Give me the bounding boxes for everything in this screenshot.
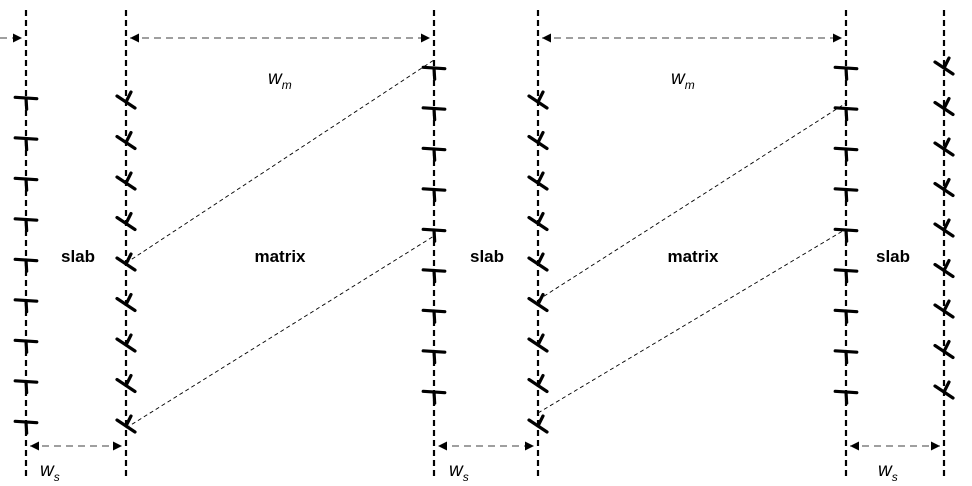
w-m-arrow-left-2 [542,33,551,43]
w-s-label-3: ws [878,460,898,484]
glide-line-1 [125,59,435,264]
dislocation-1-5 [13,257,39,273]
dislocation-2-5 [115,252,137,272]
region-labels: slab matrix slab matrix slab [61,247,910,266]
dislocation-2-7 [115,333,137,353]
dislocation-1-9 [13,419,39,435]
dislocation-4-7 [527,333,549,353]
dislocation-3-6 [421,268,447,284]
dislocation-4-8 [527,373,549,394]
dislocation-6-6 [933,258,955,279]
w-m-arrow-left-1 [130,33,139,43]
region-label-matrix-1: matrix [254,247,306,266]
dislocation-5-3 [833,146,859,162]
dislocation-1-8 [13,379,39,395]
dislocation-3-5 [421,227,447,243]
dislocation-3-7 [421,308,447,324]
width-dimensions [0,33,940,451]
edge-arrow-right [13,33,22,43]
dislocation-6-2 [933,96,955,117]
dislocation-3-9 [421,389,447,405]
w-s-arrow-right-2 [525,441,534,451]
dislocation-2-8 [115,373,137,394]
w-s-label-1: ws [40,460,60,484]
dislocation-6-4 [933,177,955,198]
dislocation-arrays [13,56,955,435]
interface-boundaries [24,10,946,478]
dislocation-2-6 [115,292,137,313]
dislocation-5-9 [833,389,859,405]
dislocation-3-2 [421,106,447,122]
dislocation-5-7 [833,308,859,324]
dislocation-4-9 [527,414,549,434]
dislocation-5-2 [833,106,859,122]
dislocation-1-2 [13,136,39,152]
dislocation-4-1 [527,90,549,110]
dislocation-1-3 [13,176,39,192]
glide-line-2 [125,235,435,429]
w-s-arrow-left-3 [850,441,859,451]
dislocation-1-1 [13,95,39,111]
dislocation-3-1 [421,65,447,81]
w-m-label-2: wm [671,68,695,92]
dislocation-3-4 [421,187,447,203]
dislocation-1-7 [13,338,39,354]
w-s-label-2: ws [449,460,469,484]
dislocation-5-5 [833,227,859,243]
dislocation-2-4 [115,211,137,232]
dislocation-6-3 [933,137,955,157]
dislocation-4-5 [527,252,549,272]
dislocation-4-6 [527,292,549,313]
w-s-arrow-left-1 [30,441,39,451]
dislocation-3-8 [421,349,447,365]
region-label-slab-3: slab [876,247,910,266]
region-label-slab-1: slab [61,247,95,266]
dislocation-6-1 [933,56,955,76]
w-s-arrow-right-1 [113,441,122,451]
dislocation-5-8 [833,349,859,365]
dislocation-5-4 [833,187,859,203]
glide-line-3 [537,102,847,301]
dislocation-5-6 [833,268,859,284]
dislocation-4-4 [527,211,549,232]
glide-lines [125,59,847,429]
region-label-slab-2: slab [470,247,504,266]
w-m-label-1: wm [268,68,292,92]
dislocation-5-1 [833,65,859,81]
dislocation-4-2 [527,130,549,151]
w-s-arrow-right-3 [931,441,940,451]
dislocation-6-8 [933,339,955,360]
dislocation-1-4 [13,217,39,233]
dislocation-2-1 [115,90,137,110]
dislocation-2-2 [115,130,137,151]
dimension-labels: wm wm ws ws ws [40,68,898,484]
w-m-arrow-right-2 [833,33,842,43]
dislocation-6-5 [933,218,955,238]
dislocation-6-7 [933,299,955,319]
dislocation-4-3 [527,171,549,191]
dislocation-2-3 [115,171,137,191]
dislocation-6-9 [933,380,955,400]
w-m-arrow-right-1 [421,33,430,43]
region-label-matrix-2: matrix [667,247,719,266]
dislocation-1-6 [13,298,39,314]
glide-line-4 [537,228,847,414]
w-s-arrow-left-2 [438,441,447,451]
dislocation-3-3 [421,146,447,162]
dislocation-2-9 [115,414,137,434]
